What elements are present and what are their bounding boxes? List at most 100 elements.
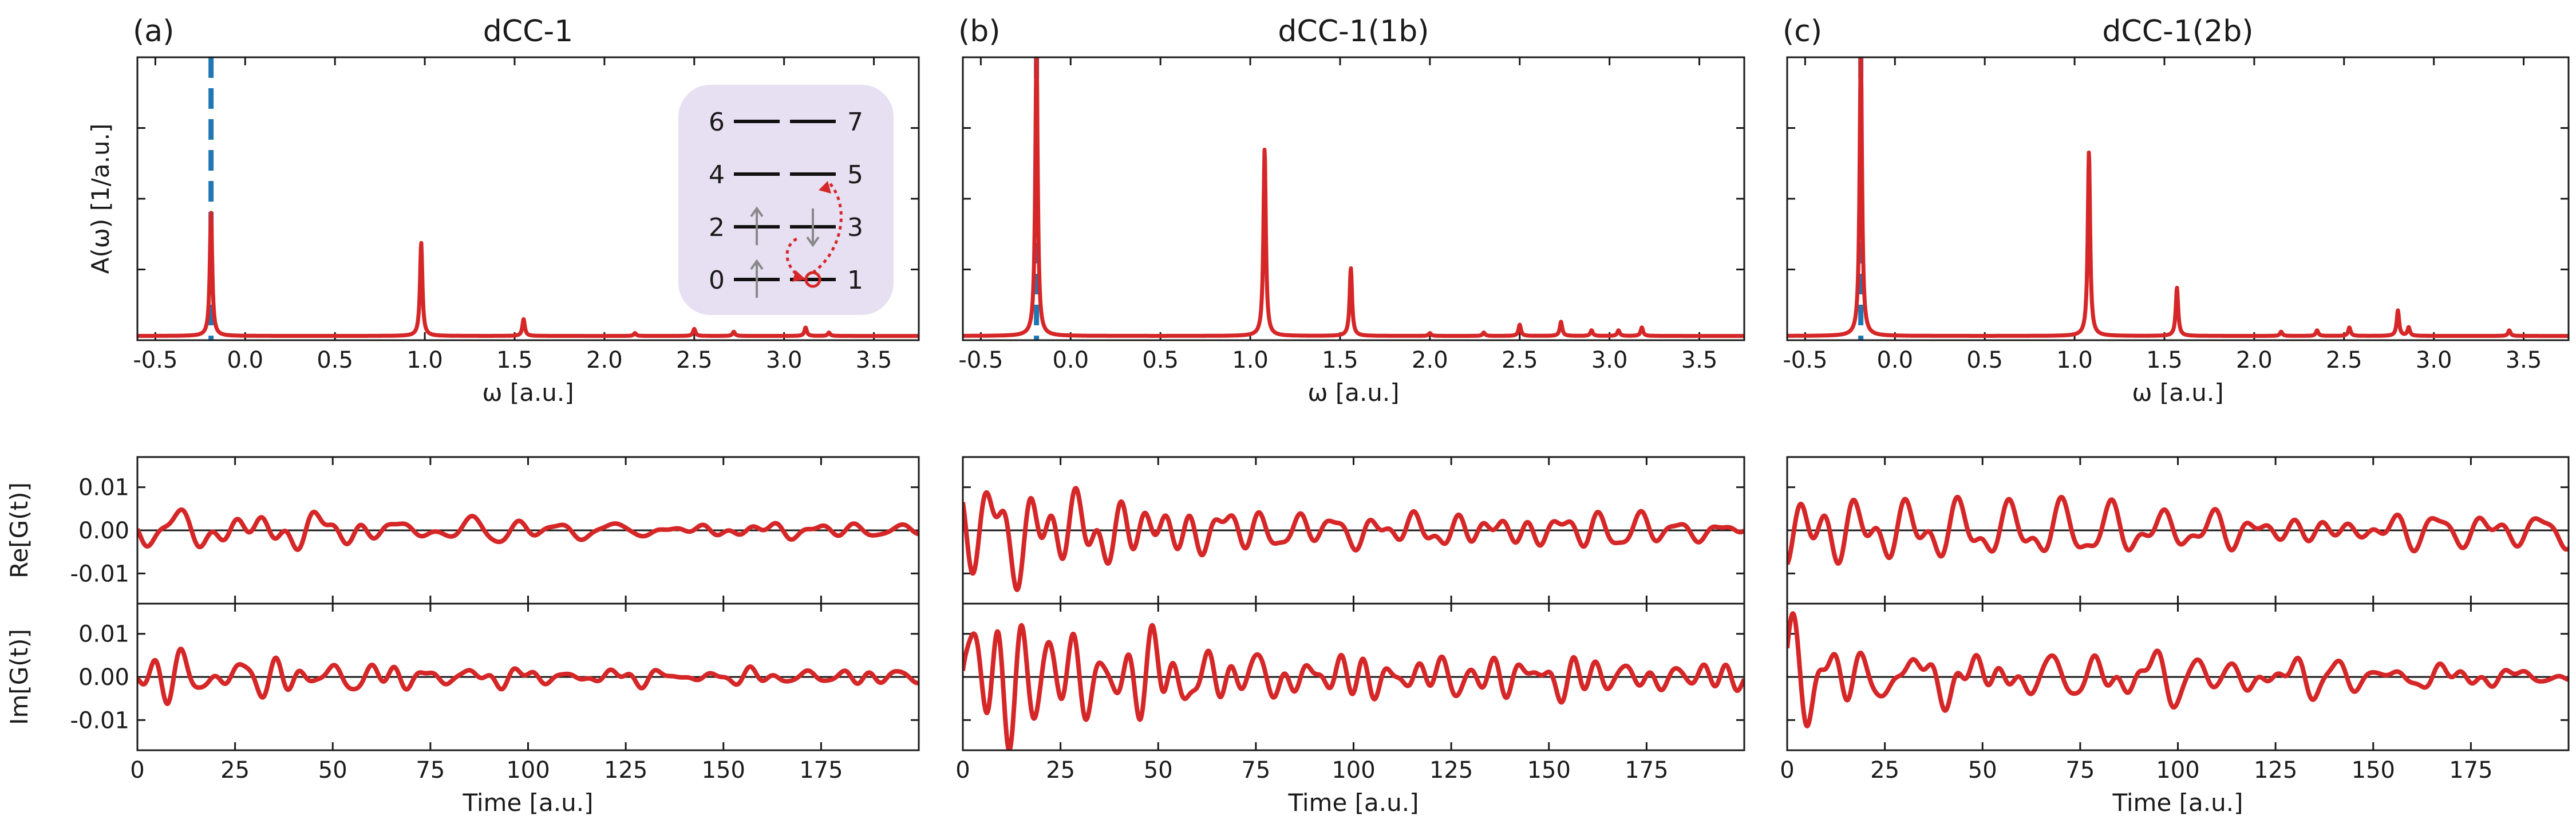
y-tick-label: 0.01 bbox=[78, 621, 129, 648]
x-tick-label: 2.5 bbox=[1502, 347, 1538, 373]
x-tick-label: -0.5 bbox=[133, 347, 177, 373]
plot-area bbox=[137, 507, 919, 552]
x-tick-label: 150 bbox=[2352, 757, 2395, 783]
x-tick-label: -0.5 bbox=[1783, 347, 1827, 373]
axis-frame bbox=[1786, 56, 2570, 341]
x-tick-label: 3.5 bbox=[2506, 347, 2542, 373]
x-axis-label: Time [a.u.] bbox=[1288, 789, 1419, 817]
plot-area bbox=[1787, 494, 2569, 566]
x-tick-label: 50 bbox=[318, 757, 347, 783]
level-label: 2 bbox=[709, 213, 725, 242]
x-tick-label: 175 bbox=[1625, 757, 1668, 783]
x-tick-label: 50 bbox=[1144, 757, 1173, 783]
panel-letter: (a) bbox=[133, 14, 174, 49]
x-tick-label: 0 bbox=[1780, 757, 1794, 783]
x-tick-label: 75 bbox=[416, 757, 445, 783]
x-axis-label: Time [a.u.] bbox=[463, 789, 594, 817]
x-tick-label: 3.0 bbox=[1591, 347, 1628, 373]
x-tick-label: 1.5 bbox=[496, 347, 533, 373]
x-axis-label: ω [a.u.] bbox=[1307, 379, 1399, 407]
x-tick-label: 0 bbox=[130, 757, 144, 783]
series-line bbox=[1787, 57, 2569, 338]
x-tick-label: 175 bbox=[2449, 757, 2492, 783]
chart-b-im: 0 25 50 75 100 125 150 175 Time [a.u.] bbox=[955, 602, 1745, 817]
x-tick-label: 0 bbox=[955, 757, 970, 783]
chart-c: -0.5 0.0 0.5 1.0 1.5 2.0 2.5 3.0 3.5 dCC-1(2b) (c)… bbox=[1783, 14, 2570, 407]
x-tick-label: 2.5 bbox=[2326, 347, 2362, 373]
x-tick-label: 1.0 bbox=[406, 347, 443, 373]
y-axis-label: Re[G(t)] bbox=[5, 482, 33, 578]
plot-area bbox=[963, 623, 1744, 750]
series-line bbox=[963, 623, 1744, 750]
plot-area bbox=[137, 57, 919, 340]
plot-area bbox=[963, 57, 1744, 340]
series-line bbox=[963, 486, 1744, 592]
x-tick-label: 75 bbox=[1241, 757, 1270, 783]
plot-area bbox=[137, 647, 919, 706]
series-line bbox=[137, 647, 919, 706]
chart-a: -0.5 0.0 0.5 1.0 1.5 2.0 2.5 3.0 3.5 dCC-1 (a) ω [a… bbox=[86, 14, 920, 407]
x-tick-label: -0.5 bbox=[958, 347, 1003, 373]
series-line bbox=[1787, 494, 2569, 566]
series-line bbox=[137, 507, 919, 552]
level-label: 0 bbox=[709, 266, 725, 295]
x-tick-label: 100 bbox=[2156, 757, 2199, 783]
x-tick-label: 150 bbox=[702, 757, 745, 783]
x-tick-label: 125 bbox=[2254, 757, 2297, 783]
x-tick-label: 3.0 bbox=[766, 347, 803, 373]
chart-c-im: 0 25 50 75 100 125 150 175 Time [a.u.] bbox=[1780, 602, 2570, 817]
y-axis-label: A(ω) [1/a.u.] bbox=[86, 124, 114, 274]
excitation-arrow bbox=[812, 180, 843, 274]
x-tick-label: 1.5 bbox=[1322, 347, 1358, 373]
y-tick-label: 0.00 bbox=[78, 664, 129, 691]
spin-up-arrow-head bbox=[750, 206, 764, 218]
axis-frame bbox=[962, 56, 1745, 341]
x-tick-label: 150 bbox=[1527, 757, 1571, 783]
x-tick-label: 2.0 bbox=[586, 347, 623, 373]
x-tick-label: 50 bbox=[1968, 757, 1997, 783]
x-tick-label: 2.5 bbox=[676, 347, 713, 373]
x-axis-label: Time [a.u.] bbox=[2112, 789, 2243, 817]
x-tick-label: 25 bbox=[220, 757, 250, 783]
level-label: 4 bbox=[709, 160, 725, 190]
x-tick-label: 0.0 bbox=[1876, 347, 1913, 373]
plot-area bbox=[1787, 611, 2569, 728]
x-tick-label: 100 bbox=[506, 757, 550, 783]
series-line bbox=[1787, 611, 2569, 728]
chart-title: dCC-1 bbox=[483, 14, 573, 49]
x-tick-label: 3.0 bbox=[2416, 347, 2452, 373]
level-label: 3 bbox=[847, 213, 863, 242]
x-tick-label: 1.0 bbox=[2056, 347, 2093, 373]
y-tick-label: 0.00 bbox=[78, 518, 129, 544]
level-label: 6 bbox=[709, 108, 725, 137]
x-tick-label: 25 bbox=[1046, 757, 1075, 783]
x-tick-label: 2.0 bbox=[1412, 347, 1448, 373]
x-axis-label: ω [a.u.] bbox=[482, 379, 574, 407]
spin-up-arrow-head bbox=[750, 259, 764, 270]
x-tick-label: 0.0 bbox=[1052, 347, 1089, 373]
x-tick-label: 100 bbox=[1332, 757, 1375, 783]
x-tick-label: 3.5 bbox=[856, 347, 892, 373]
chart-title: dCC-1(1b) bbox=[1278, 14, 1429, 49]
x-tick-label: 175 bbox=[799, 757, 843, 783]
excitation-arrow-head bbox=[819, 181, 831, 194]
plot-area bbox=[1787, 57, 2569, 340]
y-tick-label: 0.01 bbox=[78, 475, 129, 501]
chart-c-re bbox=[1786, 456, 2570, 605]
x-tick-label: 2.0 bbox=[2236, 347, 2273, 373]
series-line bbox=[137, 211, 919, 338]
axis-frame bbox=[136, 602, 920, 751]
axis-frame bbox=[136, 56, 920, 341]
spin-down-arrow-head bbox=[806, 236, 820, 247]
inset-background bbox=[678, 85, 894, 315]
y-tick-label: -0.01 bbox=[70, 707, 130, 734]
return-arrow-head bbox=[792, 270, 806, 282]
level-label: 7 bbox=[847, 108, 863, 137]
x-tick-label: 1.0 bbox=[1232, 347, 1269, 373]
chart-title: dCC-1(2b) bbox=[2102, 14, 2253, 49]
level-label: 1 bbox=[847, 266, 863, 295]
chart-a-re: -0.01 0.00 0.01 Re[G(t)] bbox=[5, 456, 920, 605]
x-tick-label: 75 bbox=[2065, 757, 2095, 783]
x-tick-label: 0.0 bbox=[227, 347, 263, 373]
chart-a-im: 0 25 50 75 100 125 150 175 -0.01 0.00 0.01 Time [a.… bbox=[5, 602, 920, 817]
